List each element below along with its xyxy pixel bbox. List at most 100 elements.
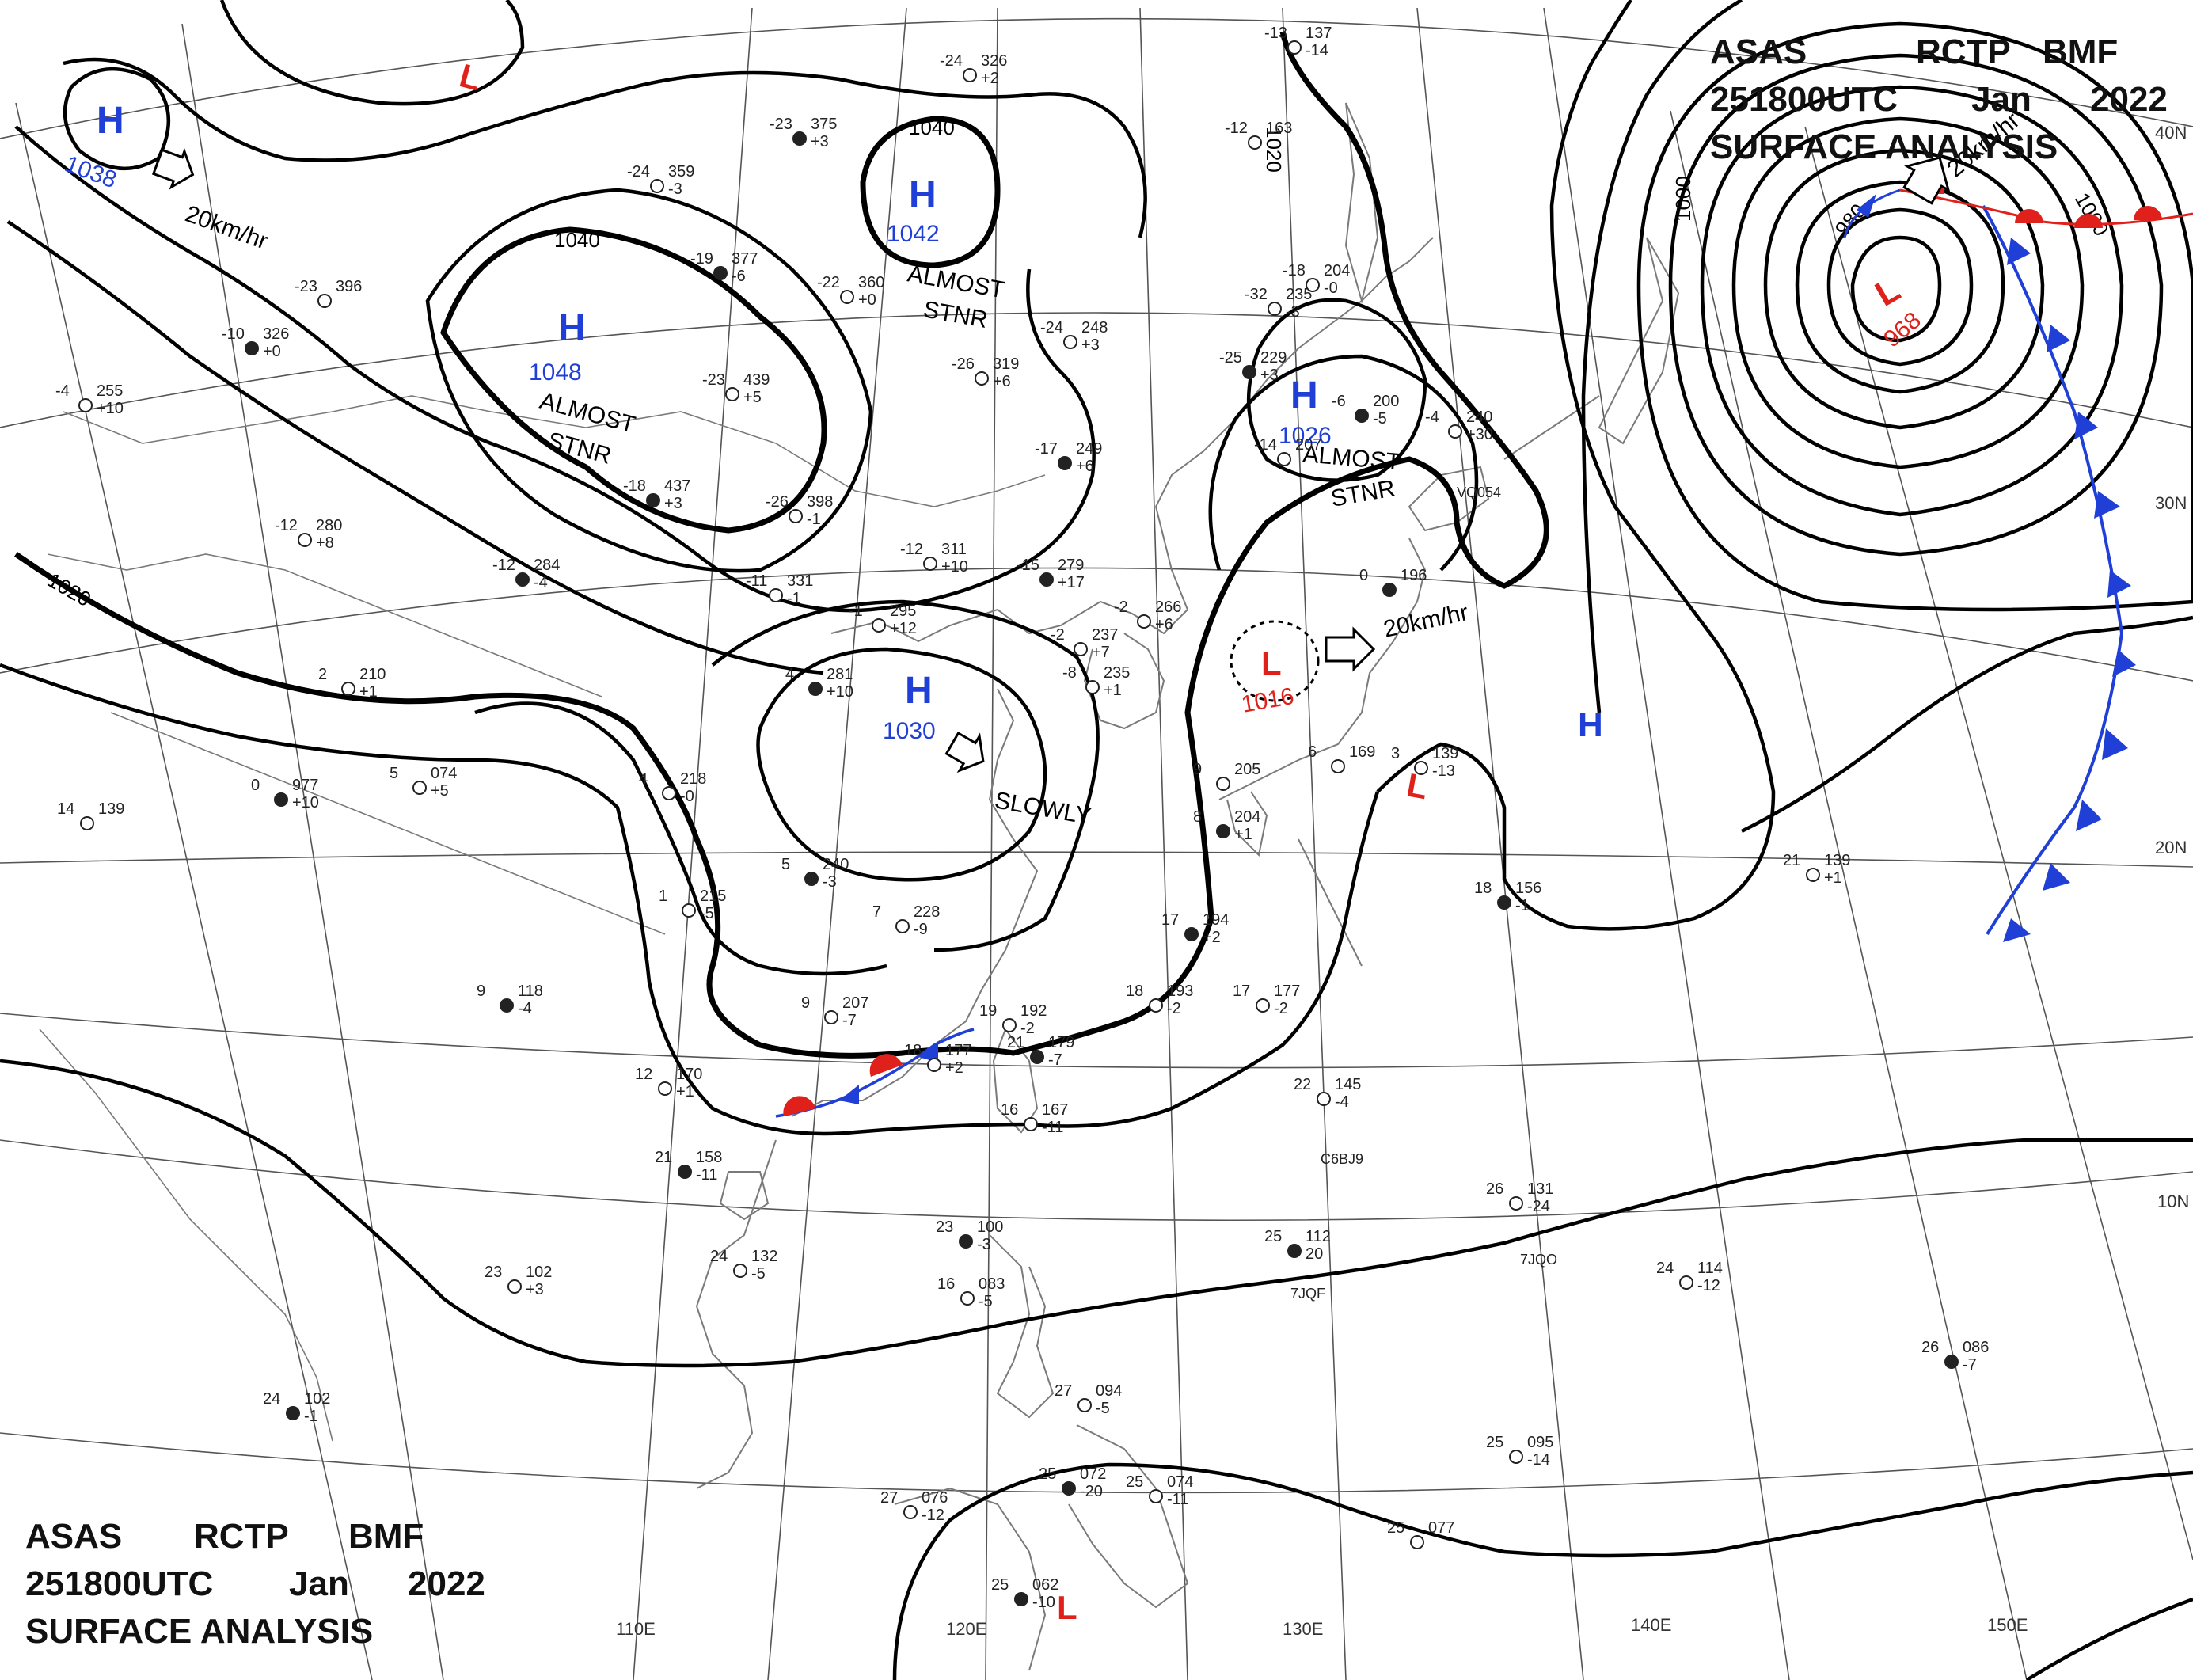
station-circle (713, 266, 728, 280)
station-temp: -15 (1017, 557, 1039, 574)
station-pressure: 095 (1527, 1434, 1553, 1451)
station-pressure: 249 (1076, 440, 1102, 458)
station-pressure: 248 (1081, 319, 1108, 336)
station-plot: -22 360+0 (817, 274, 884, 309)
station-pressure: 439 (743, 371, 770, 389)
station-plot: -2 266+6 (1114, 599, 1181, 633)
station-circle (963, 68, 977, 82)
meridian-125e (1139, 7, 1188, 1680)
station-circle (960, 1291, 975, 1306)
station-plot: 7 228-9 (872, 903, 940, 938)
station-tendency: -3 (823, 873, 837, 891)
station-temp: 4 (785, 666, 794, 683)
header: ASAS RCTP BMF 251800UTC Jan 2022 SURFACE… (1710, 32, 2168, 166)
station-pressure: 170 (676, 1066, 702, 1083)
station-circle (1268, 302, 1282, 316)
station-temp: 25 (1387, 1519, 1404, 1537)
meridian-115e (767, 7, 907, 1680)
coast-japan-kyushu (1226, 791, 1268, 857)
call-sign-c6bj9: C6BJ9 (1321, 1151, 1363, 1167)
station-plot: -32 235-3 (1245, 286, 1312, 321)
station-plot: -26 319+6 (952, 355, 1019, 390)
station-pressure: 240 (823, 856, 849, 873)
station-circle (507, 1279, 522, 1294)
station-circle (412, 781, 427, 795)
footer-line3: SURFACE ANALYSIS (25, 1612, 373, 1651)
station-circle (1077, 1398, 1092, 1412)
station-temp: 24 (710, 1248, 728, 1265)
station-tendency: +6 (1076, 458, 1094, 475)
station-plot: 0 196 (1359, 567, 1427, 597)
station-temp: -24 (940, 52, 963, 70)
station-pressure: 102 (526, 1264, 552, 1281)
station-tendency: -5 (1096, 1400, 1110, 1417)
station-pressure: 215 (700, 888, 726, 905)
station-pressure: 359 (668, 163, 694, 181)
station-temp: 19 (979, 1002, 997, 1020)
station-pressure: 331 (787, 572, 813, 590)
station-pressure: 237 (1092, 626, 1118, 644)
border-inland-1 (47, 553, 602, 697)
station-tendency: 20 (1306, 1245, 1323, 1263)
station-circle (341, 682, 355, 696)
station-tendency: -1 (1515, 897, 1530, 914)
station-temp: -12 (492, 557, 515, 574)
station-plot: 8 204+1 (1193, 808, 1260, 843)
station-tendency: +5 (431, 782, 449, 800)
station-plot: -24 326+2 (940, 52, 1007, 87)
station-circle (1002, 1018, 1017, 1032)
station-temp: -6 (1332, 393, 1346, 410)
isobar-ring-1030 (756, 647, 1047, 882)
station-plot: -12 284-4 (492, 557, 560, 591)
station-circle (1448, 424, 1462, 439)
station-pressure: 228 (914, 903, 940, 921)
station-temp: 22 (1294, 1076, 1311, 1093)
station-pressure: 279 (1058, 557, 1084, 574)
station-plot: 4 281+10 (785, 666, 853, 701)
header-line1-b: RCTP (1916, 32, 2011, 71)
station-tendency: -20 (1080, 1483, 1103, 1500)
station-pressure: 074 (431, 765, 457, 782)
station-circle (678, 1165, 692, 1179)
station-plot: -13 137-14 (1264, 25, 1332, 59)
lon-label-140e: 140E (1631, 1615, 1671, 1635)
station-circle (658, 1081, 672, 1096)
station-temp: 23 (936, 1218, 953, 1236)
call-signs: VQ054 C6BJ9 7JQF 7JQO (1290, 485, 1557, 1302)
station-pressure: 094 (1096, 1382, 1122, 1400)
station-circle (1317, 1092, 1331, 1106)
station-temp: 17 (1161, 911, 1179, 929)
occluded-triangle (1857, 194, 1876, 218)
station-temp: -18 (1283, 262, 1306, 279)
isobar-1010-south (892, 1462, 2193, 1680)
station-temp: -23 (702, 371, 725, 389)
station-plot: -2 237+7 (1051, 626, 1118, 661)
station-tendency: -4 (534, 574, 548, 591)
footer-line2-a: 251800UTC (25, 1564, 213, 1603)
station-temp: 18 (1126, 983, 1143, 1000)
high-east-symbol: H (1578, 705, 1603, 744)
station-tendency: +1 (1104, 682, 1122, 699)
station-pressure: 210 (359, 666, 386, 683)
coast-borneo (894, 1487, 1047, 1671)
lat-label-10n: 10N (2157, 1192, 2189, 1211)
station-circle (317, 294, 332, 308)
station-plot: 2 210+1 (318, 666, 386, 701)
station-tendency: +10 (941, 558, 968, 576)
station-plot: -12 311+10 (900, 541, 968, 576)
station-tendency: +1 (359, 683, 378, 701)
station-plot: 24 132-5 (710, 1248, 777, 1283)
station-tendency: -3 (668, 181, 682, 198)
station-circle (975, 371, 989, 386)
station-plot: -4 240+30 (1425, 409, 1493, 443)
station-pressure: 204 (1324, 262, 1350, 279)
station-temp: 16 (937, 1275, 955, 1293)
station-plot: 25 095-14 (1486, 1434, 1553, 1469)
station-temp: 14 (57, 800, 74, 818)
station-pressure: 207 (842, 994, 868, 1012)
station-plot: 21 158-11 (655, 1149, 722, 1184)
high-1026-value: 1026 (1279, 423, 1332, 449)
station-pressure: 280 (316, 517, 342, 534)
station-temp: 25 (1039, 1465, 1056, 1483)
motion-vectors (151, 147, 1951, 773)
